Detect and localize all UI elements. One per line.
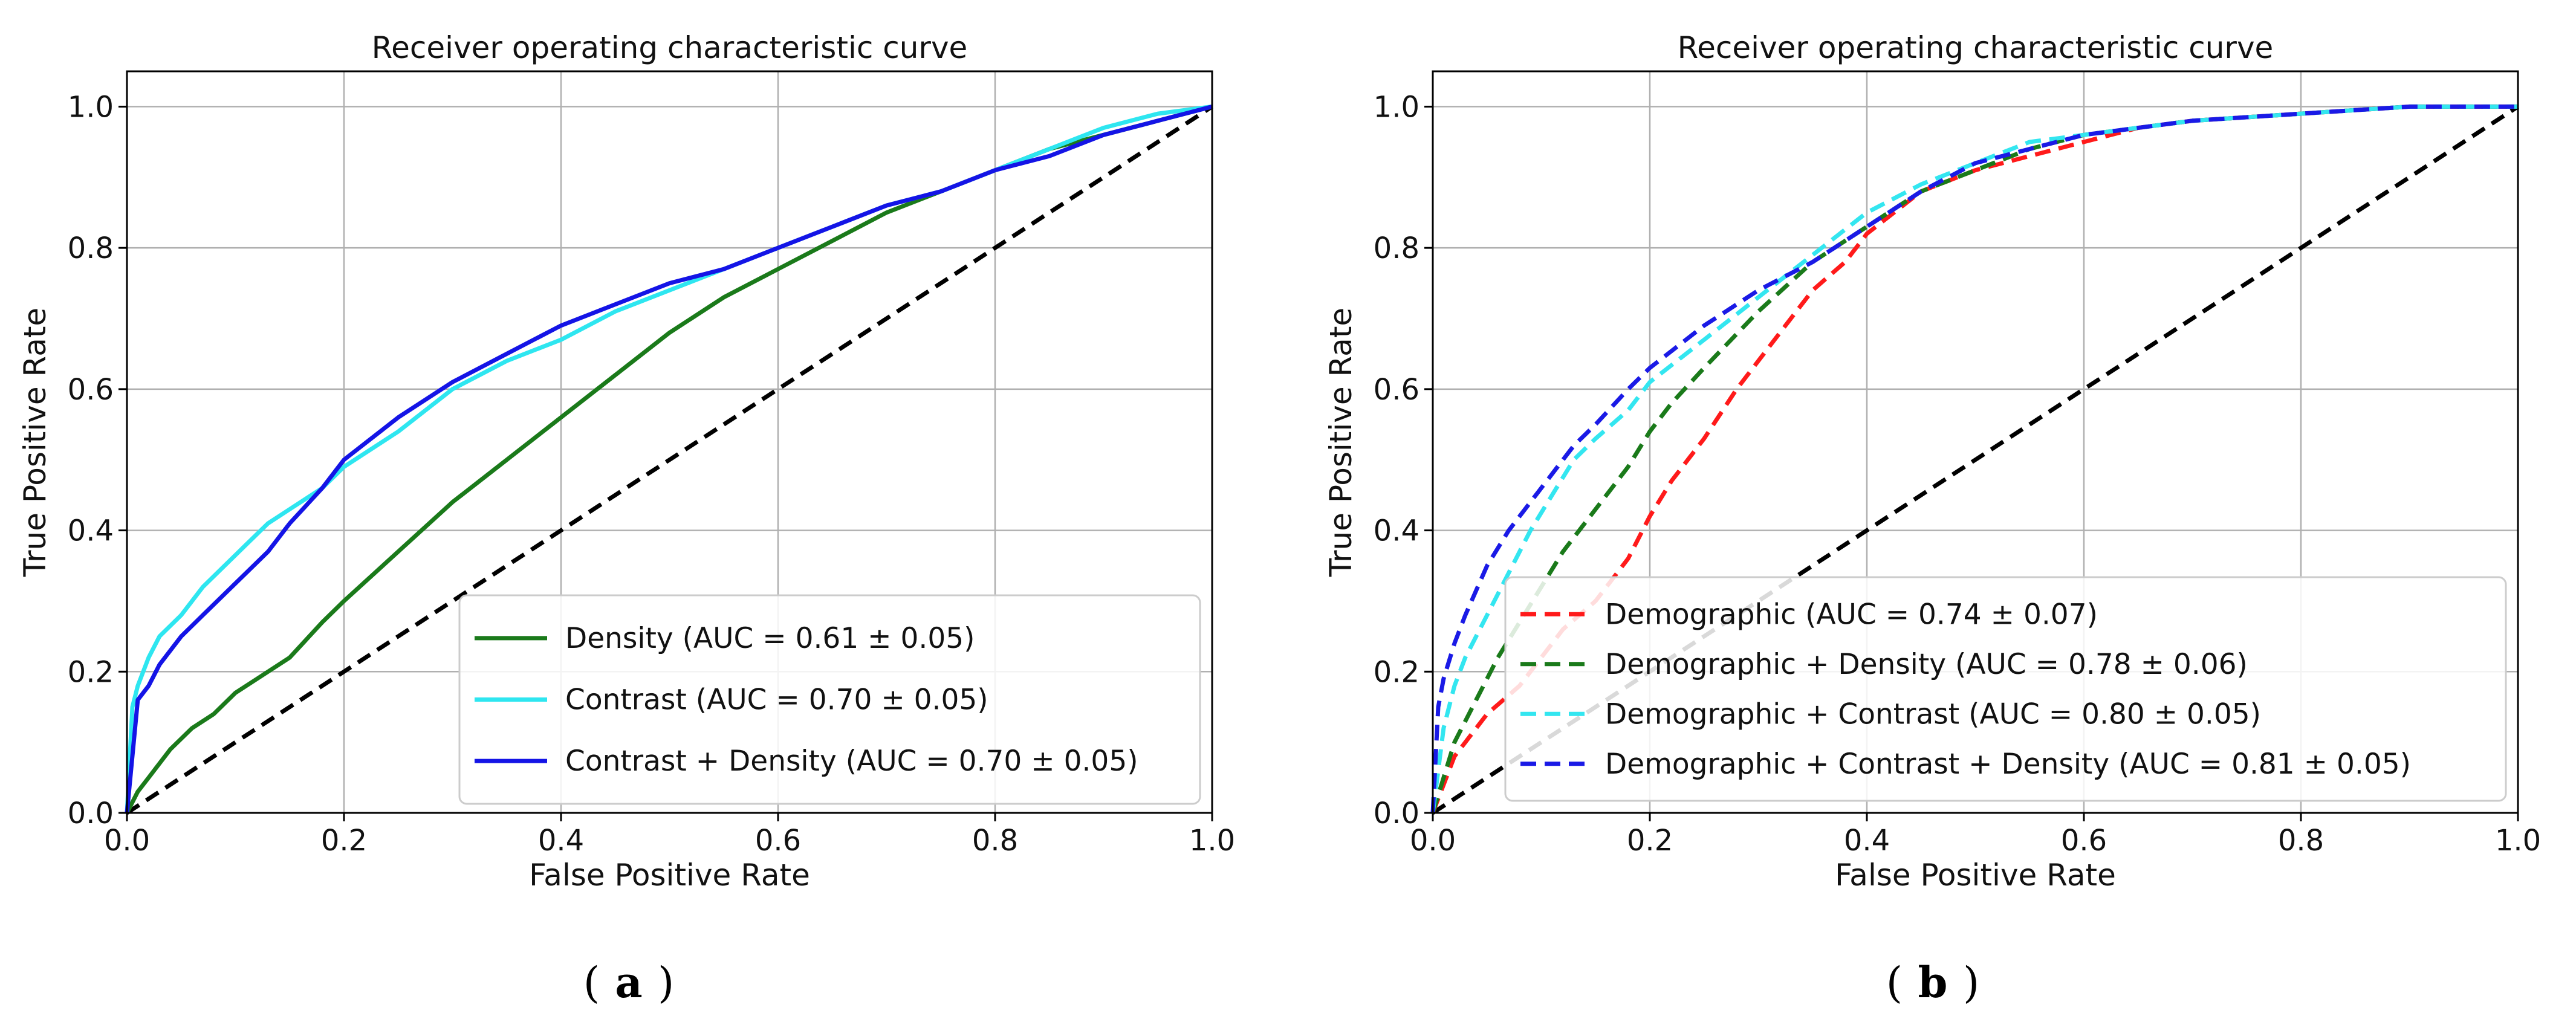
chart-b-xtick-label-1: 0.2 xyxy=(1627,824,1673,858)
chart-b-axes-frame xyxy=(1432,70,2519,814)
chart-b-series-line-3 xyxy=(1430,104,2518,813)
panel-label-a-open: ( xyxy=(583,958,600,1007)
chart-a-legend-label-2: Contrast + Density (AUC = 0.70 ± 0.05) xyxy=(565,745,1138,778)
chart-b-ytick-label-1: 0.2 xyxy=(1374,655,1419,689)
chart-b-ytick-label-0: 0.0 xyxy=(1374,797,1419,830)
chart-a-ytick-label-2: 0.4 xyxy=(68,514,114,548)
chart-b-legend-label-0: Demographic (AUC = 0.74 ± 0.07) xyxy=(1605,598,2098,631)
chart-a-ytick-label-0: 0.0 xyxy=(68,797,114,830)
chart-b-xtick-label-3: 0.6 xyxy=(2061,824,2107,858)
chart-a-xtick-label-1: 0.2 xyxy=(321,824,367,858)
chart-a-ytick-label-4: 0.8 xyxy=(68,231,114,265)
chart-b-legend-label-1: Demographic + Density (AUC = 0.78 ± 0.06… xyxy=(1605,648,2248,681)
panel-label-b-close: ) xyxy=(1963,958,1979,1007)
chart-b-xtick-label-4: 0.8 xyxy=(2278,824,2324,858)
chart-b-ylabel: True Positive Rate xyxy=(1323,308,1358,577)
chart-b-xtick-label-5: 1.0 xyxy=(2495,824,2541,858)
chart-b-legend-label-3: Demographic + Contrast + Density (AUC = … xyxy=(1605,748,2411,781)
chart-b-title: Receiver operating characteristic curve xyxy=(1678,30,2274,65)
panel-label-a: a xyxy=(615,957,642,1007)
chart-a-axes-frame xyxy=(126,70,1213,814)
panel-label-b-open: ( xyxy=(1886,958,1903,1007)
chart-a-xtick-label-5: 1.0 xyxy=(1189,824,1235,858)
chart-b-ytick-label-4: 0.8 xyxy=(1374,231,1419,265)
chart-b-ytick-label-5: 1.0 xyxy=(1374,90,1419,124)
chart-a-series-line-2 xyxy=(125,105,1213,813)
chart-a-xlabel: False Positive Rate xyxy=(529,858,810,893)
chart-b-xtick-label-2: 0.4 xyxy=(1844,824,1890,858)
chart-a-xtick-label-4: 0.8 xyxy=(972,824,1018,858)
chart-b-legend-box xyxy=(1504,576,2507,802)
chart-a-legend-label-0: Density (AUC = 0.61 ± 0.05) xyxy=(565,622,975,655)
roc-chart-b: 0.0 0.2 0.4 0.6 0.8 1.0 0.0 0.2 0.4 0.6 0.8 1.0 Rece… xyxy=(1323,30,2541,893)
chart-a-ytick-label-5: 1.0 xyxy=(68,90,114,124)
chart-a-xtick-label-0: 0.0 xyxy=(104,824,150,858)
chart-a-chance-diagonal xyxy=(126,105,1213,815)
chart-a-legend-label-1: Contrast (AUC = 0.70 ± 0.05) xyxy=(565,684,988,717)
chart-a-ylabel: True Positive Rate xyxy=(18,308,53,577)
chart-b-legend-label-2: Demographic + Contrast (AUC = 0.80 ± 0.0… xyxy=(1605,697,2261,731)
chart-a-xtick-label-2: 0.4 xyxy=(538,824,584,858)
panel-label-b: b xyxy=(1918,957,1948,1007)
chart-a-legend-box xyxy=(458,594,1201,805)
chart-a-xtick-label-3: 0.6 xyxy=(755,824,801,858)
chart-a-title: Receiver operating characteristic curve xyxy=(372,30,968,65)
chart-b-ytick-label-3: 0.6 xyxy=(1374,373,1419,407)
chart-b-xtick-label-0: 0.0 xyxy=(1410,824,1456,858)
chart-b-ytick-label-2: 0.4 xyxy=(1374,514,1419,548)
chart-b-xlabel: False Positive Rate xyxy=(1835,858,2116,893)
roc-chart-a: 0.0 0.2 0.4 0.6 0.8 1.0 0.0 0.2 0.4 0.6 0.8 1.0 Rece… xyxy=(18,30,1235,893)
chart-a-ytick-label-1: 0.2 xyxy=(68,655,114,689)
panel-label-a-close: ) xyxy=(658,958,674,1007)
chart-a-ytick-label-3: 0.6 xyxy=(68,373,114,407)
